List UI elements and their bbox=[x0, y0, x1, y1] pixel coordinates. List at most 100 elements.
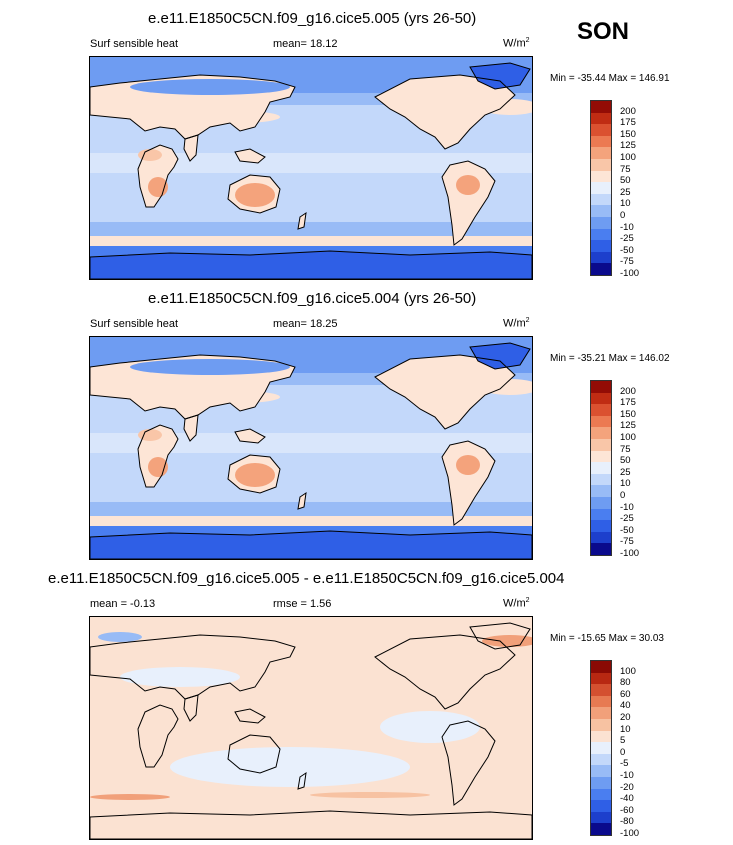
colorbar-tick-label: 80 bbox=[620, 677, 631, 689]
colorbar-swatch bbox=[591, 404, 611, 416]
colorbar-swatch bbox=[591, 251, 611, 264]
colorbar-tick-label: 0 bbox=[620, 210, 626, 221]
colorbar-swatch bbox=[591, 718, 611, 731]
colorbar-swatch bbox=[591, 450, 611, 463]
colorbar-tick-label: -20 bbox=[620, 781, 634, 793]
colorbar-swatch bbox=[591, 462, 611, 474]
panel-2-mean-label: mean= 18.25 bbox=[273, 318, 338, 330]
colorbar-swatch bbox=[591, 170, 611, 183]
colorbar-swatch bbox=[591, 135, 611, 148]
colorbar-swatch bbox=[591, 473, 611, 486]
panel-3-minmax: Min = -15.65 Max = 30.03 bbox=[550, 633, 664, 644]
colorbar-swatch bbox=[591, 730, 611, 743]
colorbar-swatches bbox=[590, 100, 612, 276]
colorbar-tick-label: 125 bbox=[620, 140, 636, 152]
colorbar-swatch bbox=[591, 438, 611, 451]
colorbar-swatch bbox=[591, 427, 611, 439]
colorbar-tick-label: 100 bbox=[620, 152, 636, 163]
panel-1-units: W/m2 bbox=[503, 37, 530, 50]
season-label: SON bbox=[577, 18, 630, 45]
colorbar-tick-label: 40 bbox=[620, 700, 631, 712]
colorbar-swatch bbox=[591, 147, 611, 159]
colorbar-tick-label: -100 bbox=[620, 548, 640, 559]
colorbar-tick-label: -100 bbox=[620, 828, 640, 839]
colorbar-swatch bbox=[591, 823, 611, 835]
colorbar-swatch bbox=[591, 765, 611, 777]
colorbar-tick-label: 125 bbox=[620, 420, 636, 432]
colorbar-tick-label: 100 bbox=[620, 665, 636, 677]
panel-3-rmse-label: rmse = 1.56 bbox=[273, 598, 332, 610]
colorbar-tick-label: 20 bbox=[620, 712, 631, 723]
colorbar-tick-label: 200 bbox=[620, 385, 636, 397]
colorbar-swatches bbox=[590, 660, 612, 836]
colorbar-tick-label: 175 bbox=[620, 117, 636, 129]
colorbar-tick-label: -100 bbox=[620, 268, 640, 279]
colorbar-tick-label: -75 bbox=[620, 536, 634, 548]
colorbar-swatch bbox=[591, 695, 611, 708]
colorbar-swatch bbox=[591, 205, 611, 217]
colorbar-tick-label: 60 bbox=[620, 688, 631, 700]
colorbar-tick-label: -25 bbox=[620, 513, 634, 525]
colorbar-swatch bbox=[591, 381, 611, 393]
colorbar-swatch bbox=[591, 520, 611, 532]
panel-3-mean-label: mean = -0.13 bbox=[90, 598, 156, 610]
panel-1-title: e.e11.E1850C5CN.f09_g16.cice5.005 (yrs 2… bbox=[148, 10, 477, 27]
colorbar-tick-label: -10 bbox=[620, 221, 634, 233]
panel-2-units: W/m2 bbox=[503, 317, 530, 330]
colorbar-swatch bbox=[591, 800, 611, 812]
colorbar-tick-label: -50 bbox=[620, 244, 634, 256]
colorbar-tick-label: 10 bbox=[620, 198, 631, 210]
colorbar-tick-label: 150 bbox=[620, 408, 636, 420]
panel-2-variable-label: Surf sensible heat bbox=[90, 318, 179, 330]
panel-1-map bbox=[89, 56, 533, 280]
colorbar-swatch bbox=[591, 216, 611, 229]
colorbar-swatches bbox=[590, 380, 612, 556]
colorbar-swatch bbox=[591, 240, 611, 252]
colorbar-swatch bbox=[591, 776, 611, 789]
colorbar-tick-label: -25 bbox=[620, 233, 634, 245]
colorbar-swatch bbox=[591, 672, 611, 685]
colorbar-swatch bbox=[591, 707, 611, 719]
colorbar-tick-label: 75 bbox=[620, 443, 631, 455]
panel-1-mean-label: mean= 18.12 bbox=[273, 38, 338, 50]
colorbar-swatch bbox=[591, 684, 611, 696]
colorbar-tick-label: -40 bbox=[620, 793, 634, 805]
colorbar-swatch bbox=[591, 263, 611, 275]
colorbar-swatch bbox=[591, 392, 611, 405]
colorbar-swatch bbox=[591, 124, 611, 136]
colorbar-tick-label: -80 bbox=[620, 816, 634, 828]
colorbar-swatch bbox=[591, 415, 611, 428]
colorbar-tick-label: 50 bbox=[620, 175, 631, 187]
panel-2-title: e.e11.E1850C5CN.f09_g16.cice5.004 (yrs 2… bbox=[148, 290, 477, 307]
colorbar-swatch bbox=[591, 182, 611, 194]
colorbar-tick-label: -10 bbox=[620, 501, 634, 513]
panel-1-variable-label: Surf sensible heat bbox=[90, 38, 179, 50]
colorbar-tick-label: 150 bbox=[620, 128, 636, 140]
colorbar-swatch bbox=[591, 788, 611, 801]
colorbar-tick-label: 50 bbox=[620, 455, 631, 467]
colorbar-tick-label: 0 bbox=[620, 746, 626, 758]
colorbar-tick-label: 100 bbox=[620, 432, 636, 443]
colorbar-swatch bbox=[591, 228, 611, 241]
colorbar-tick-label: -50 bbox=[620, 524, 634, 536]
panel-2-minmax: Min = -35.21 Max = 146.02 bbox=[550, 353, 670, 364]
colorbar-swatch bbox=[591, 101, 611, 113]
colorbar-tick-label: -5 bbox=[620, 758, 629, 770]
colorbar-swatch bbox=[591, 742, 611, 754]
colorbar-swatch bbox=[591, 193, 611, 206]
colorbar-tick-label: 175 bbox=[620, 397, 636, 409]
panel-2-map bbox=[89, 336, 533, 560]
colorbar-tick-label: 75 bbox=[620, 163, 631, 175]
colorbar-tick-label: -75 bbox=[620, 256, 634, 268]
panel-1-minmax: Min = -35.44 Max = 146.91 bbox=[550, 73, 670, 84]
colorbar-tick-label: 10 bbox=[620, 723, 631, 735]
colorbar-tick-label: -60 bbox=[620, 804, 634, 816]
colorbar-swatch bbox=[591, 531, 611, 544]
colorbar-swatch bbox=[591, 496, 611, 509]
colorbar-tick-label: 0 bbox=[620, 490, 626, 501]
colorbar-tick-label: 5 bbox=[620, 735, 626, 747]
colorbar-swatch bbox=[591, 543, 611, 555]
colorbar-swatch bbox=[591, 753, 611, 766]
colorbar-swatch bbox=[591, 112, 611, 125]
colorbar-tick-label: -10 bbox=[620, 770, 634, 781]
